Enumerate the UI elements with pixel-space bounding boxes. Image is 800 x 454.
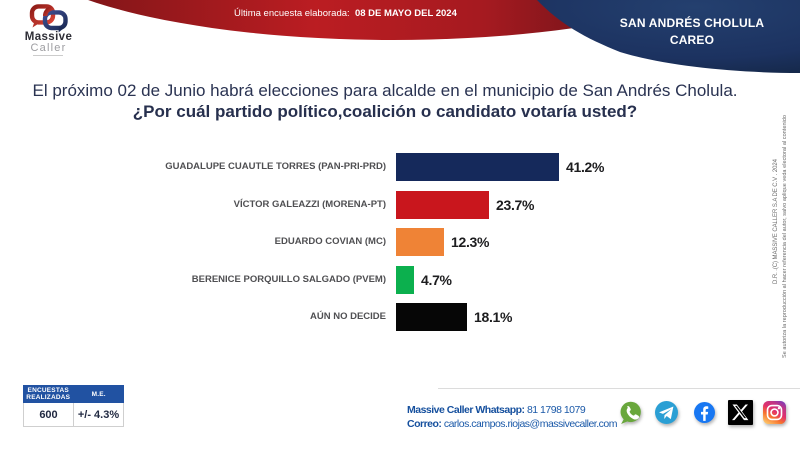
svg-text:Se autoriza la reproducción al: Se autoriza la reproducción al hacer ref…: [782, 115, 788, 358]
svg-text:D.R. .(C) MASSIVE CALLER S.A D: D.R. .(C) MASSIVE CALLER S.A DE C.V . 20…: [773, 158, 779, 284]
